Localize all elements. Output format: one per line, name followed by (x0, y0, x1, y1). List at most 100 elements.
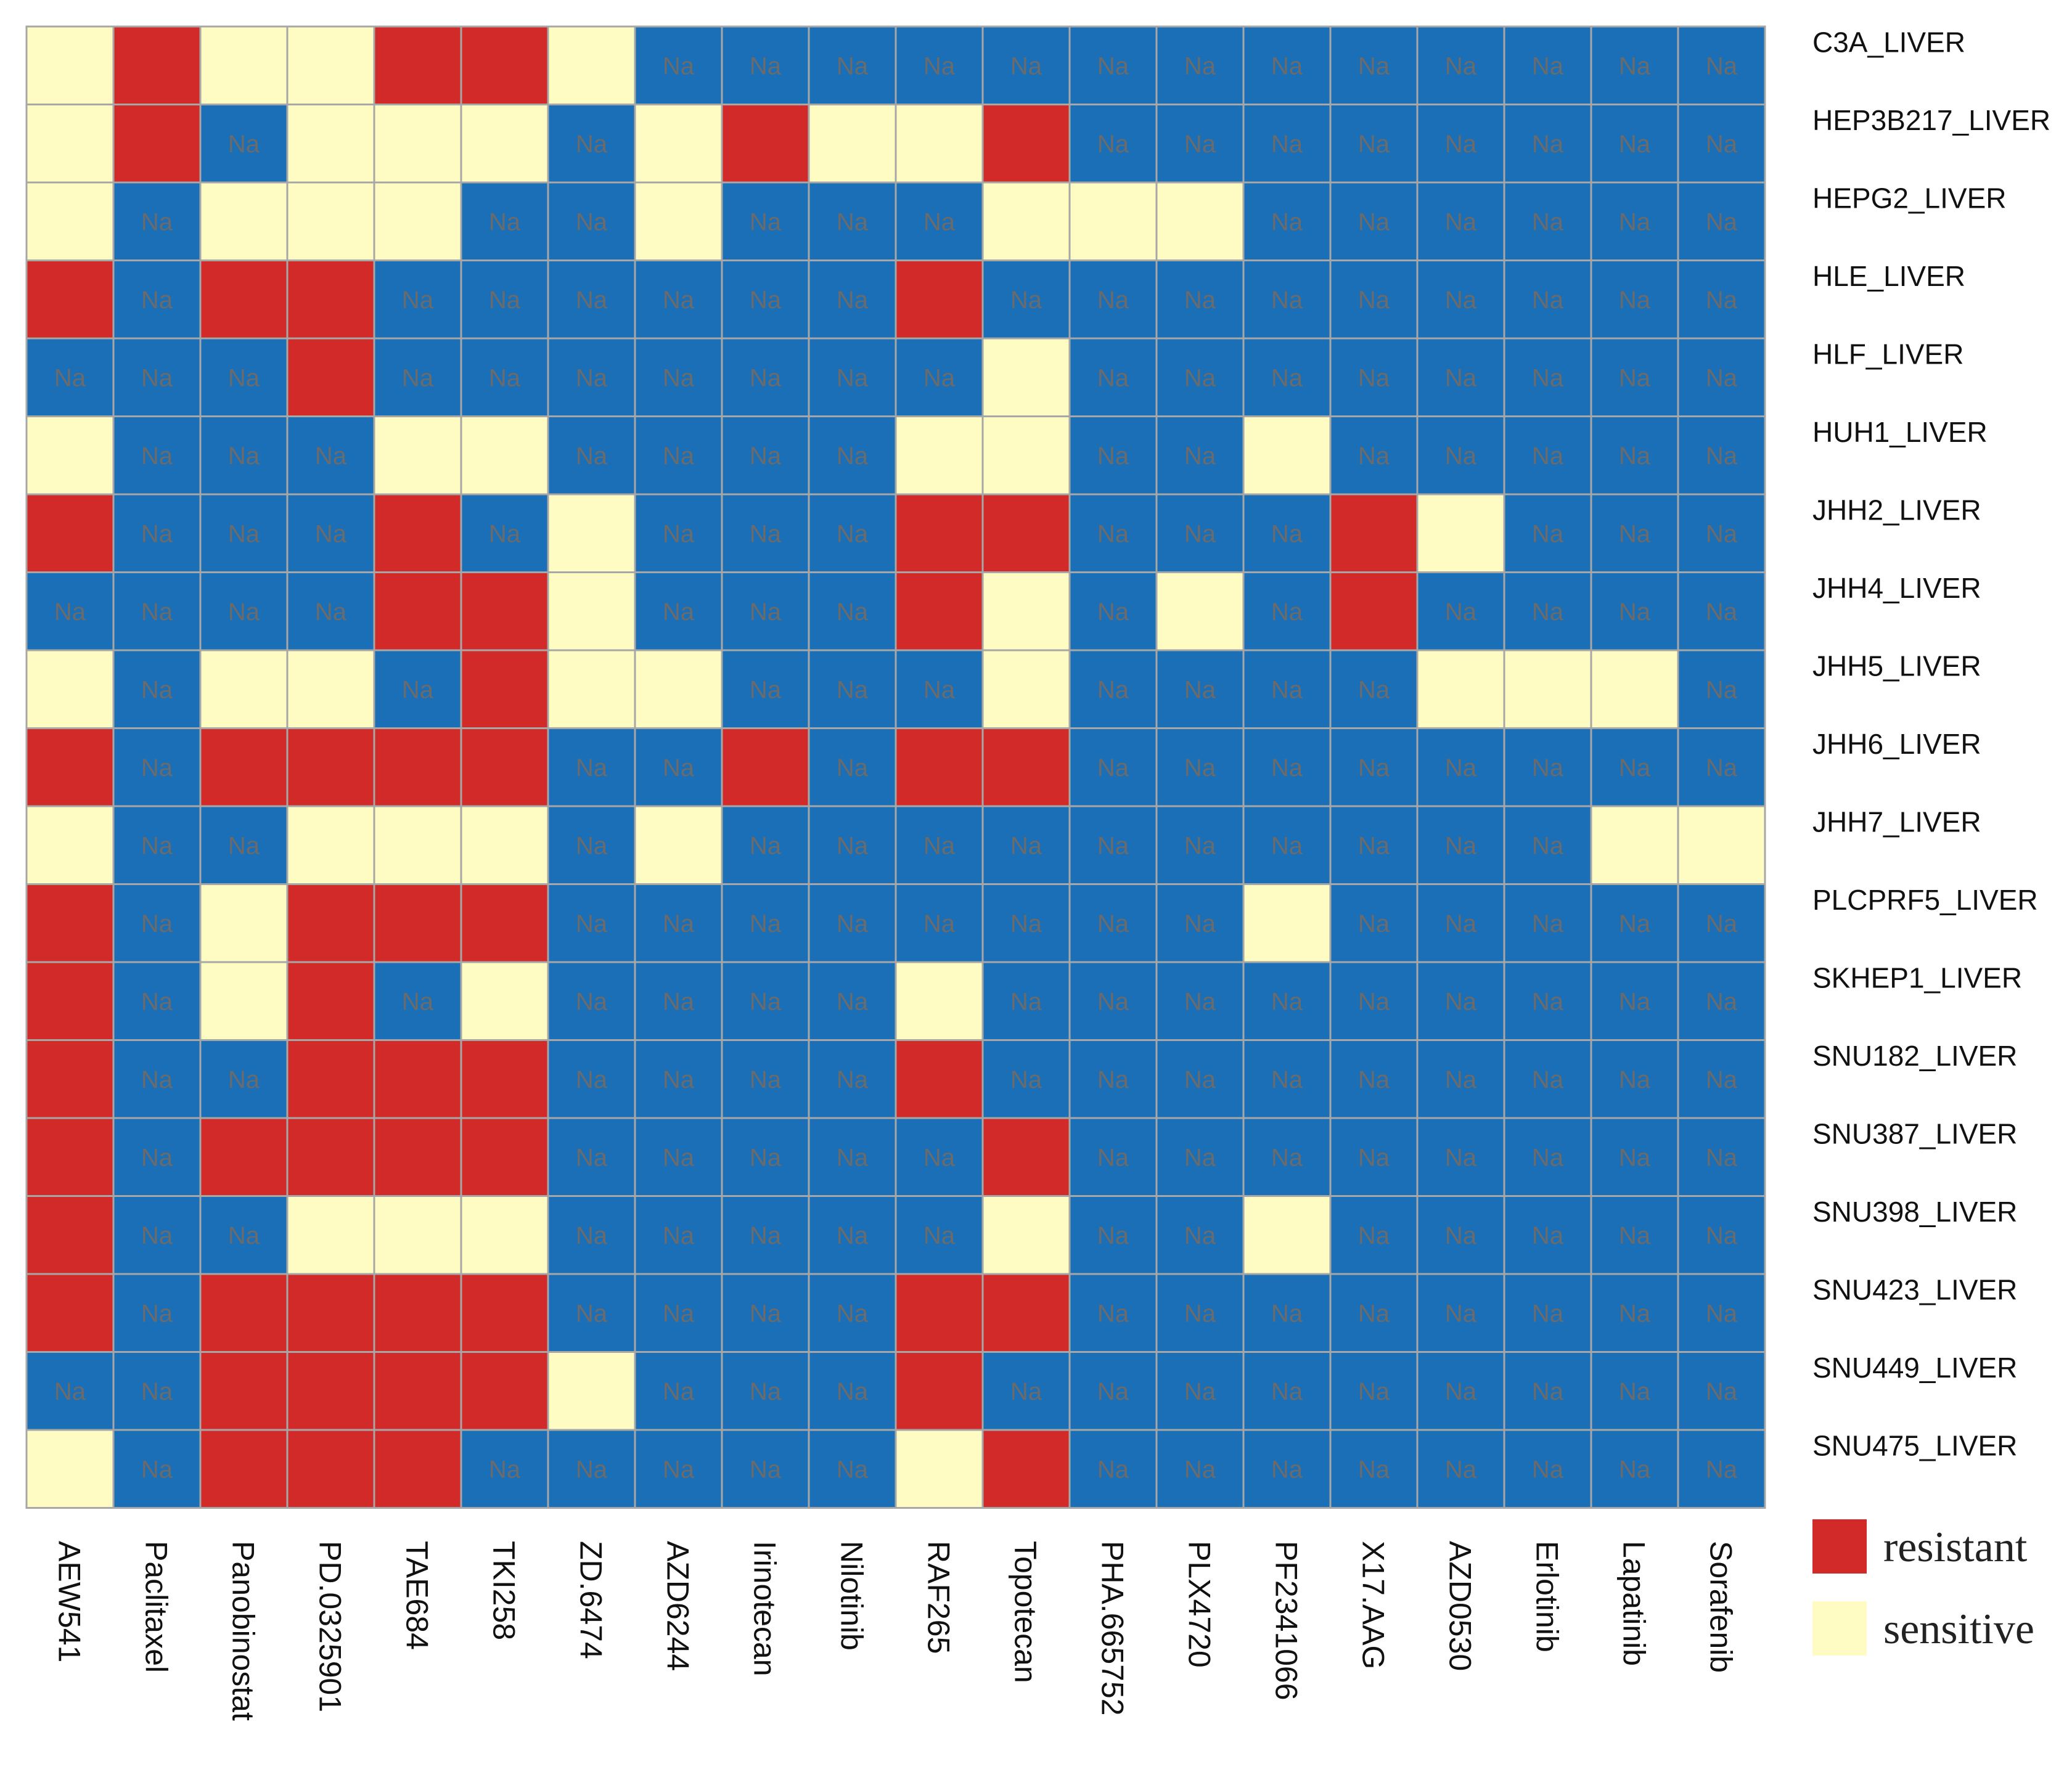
na-label: Na (1532, 443, 1564, 470)
na-label: Na (663, 1300, 695, 1327)
heatmap-cell (1677, 1195, 1766, 1275)
na-label: Na (1445, 1378, 1477, 1405)
na-label: Na (837, 208, 869, 235)
na-label: Na (576, 1144, 608, 1171)
heatmap-cell (199, 259, 289, 340)
heatmap-cell (1242, 1429, 1332, 1509)
na-label: Na (1184, 832, 1216, 859)
heatmap-cell (460, 649, 549, 729)
na-label: Na (1271, 598, 1303, 626)
heatmap-cell (460, 1429, 549, 1509)
column-label: Paclitaxel (139, 1541, 174, 1673)
heatmap-cell (1329, 259, 1419, 340)
na-label: Na (750, 1066, 782, 1093)
na-label: Na (1532, 287, 1564, 314)
na-label: Na (1619, 1222, 1651, 1249)
row-label: C3A_LIVER (1812, 26, 1965, 58)
na-label: Na (837, 52, 869, 80)
heatmap-cell (634, 805, 723, 885)
heatmap-cell (721, 1195, 810, 1275)
na-label: Na (141, 1066, 173, 1093)
na-label: Na (1445, 287, 1477, 314)
na-label: Na (1010, 287, 1042, 314)
na-label: Na (1619, 988, 1651, 1015)
heatmap-cell (460, 1039, 549, 1119)
heatmap-cell (1590, 1039, 1679, 1119)
na-label: Na (750, 208, 782, 235)
heatmap-cell (112, 649, 202, 729)
column-label: PD.0325901 (313, 1541, 348, 1712)
heatmap-cell (1590, 1429, 1679, 1509)
na-label: Na (1706, 988, 1738, 1015)
na-label: Na (1097, 52, 1129, 80)
na-label: Na (1619, 910, 1651, 937)
legend-swatch-sensitive (1812, 1601, 1867, 1656)
heatmap-cell (25, 1429, 115, 1509)
na-label: Na (1184, 1066, 1216, 1093)
heatmap-cell (1155, 181, 1245, 261)
na-label: Na (1619, 1300, 1651, 1327)
na-label: Na (228, 598, 260, 626)
heatmap-cell (1590, 805, 1679, 885)
heatmap-cell (460, 415, 549, 496)
na-label: Na (1445, 364, 1477, 391)
na-label: Na (1445, 754, 1477, 782)
heatmap-cell (1155, 259, 1245, 340)
na-label: Na (1097, 520, 1129, 547)
na-label: Na (663, 910, 695, 937)
column-label: Topotecan (1009, 1541, 1043, 1683)
heatmap-cell (199, 883, 289, 963)
heatmap-cell (808, 181, 897, 261)
heatmap-cell (634, 415, 723, 496)
na-label: Na (576, 754, 608, 782)
column-label: Erlotinib (1530, 1541, 1565, 1652)
na-label: Na (1184, 131, 1216, 158)
heatmap-cell (1503, 649, 1592, 729)
na-label: Na (1271, 988, 1303, 1015)
na-label: Na (663, 1378, 695, 1405)
heatmap-cell (25, 1117, 115, 1197)
heatmap-cell (1590, 104, 1679, 184)
heatmap-cell (373, 104, 462, 184)
heatmap-cell (547, 415, 636, 496)
na-label: Na (750, 364, 782, 391)
na-label: Na (1184, 443, 1216, 470)
heatmap-cell (808, 259, 897, 340)
na-label: Na (1271, 1144, 1303, 1171)
heatmap-cell (460, 25, 549, 105)
heatmap-cell (634, 1195, 723, 1275)
heatmap-cell (1068, 883, 1158, 963)
heatmap-cell (808, 1273, 897, 1353)
heatmap-cell (1242, 1117, 1332, 1197)
heatmap-cell (25, 805, 115, 885)
na-label: Na (576, 988, 608, 1015)
heatmap-cell (199, 1351, 289, 1431)
heatmap-cell (1155, 1351, 1245, 1431)
na-label: Na (1358, 1456, 1390, 1483)
heatmap-cell (547, 649, 636, 729)
column-label: Sorafenib (1704, 1541, 1738, 1673)
heatmap-cell (1068, 1273, 1158, 1353)
heatmap-cell (1416, 1117, 1505, 1197)
heatmap-cell (895, 415, 984, 496)
na-label: Na (1358, 52, 1390, 80)
heatmap-cell (981, 571, 1071, 651)
heatmap-cell (721, 415, 810, 496)
na-label: Na (923, 364, 956, 391)
heatmap-cell (1068, 1351, 1158, 1431)
na-label: Na (1706, 131, 1738, 158)
na-label: Na (1532, 364, 1564, 391)
heatmap-cell (895, 259, 984, 340)
heatmap-cell (1416, 25, 1505, 105)
na-label: Na (1358, 754, 1390, 782)
heatmap-cell (199, 337, 289, 417)
heatmap-cell (373, 259, 462, 340)
heatmap-cell (373, 961, 462, 1041)
na-label: Na (1445, 443, 1477, 470)
na-label: Na (1184, 1300, 1216, 1327)
heatmap-cell (1068, 1429, 1158, 1509)
na-label: Na (1271, 520, 1303, 547)
na-label: Na (1532, 1300, 1564, 1327)
na-label: Na (1706, 520, 1738, 547)
